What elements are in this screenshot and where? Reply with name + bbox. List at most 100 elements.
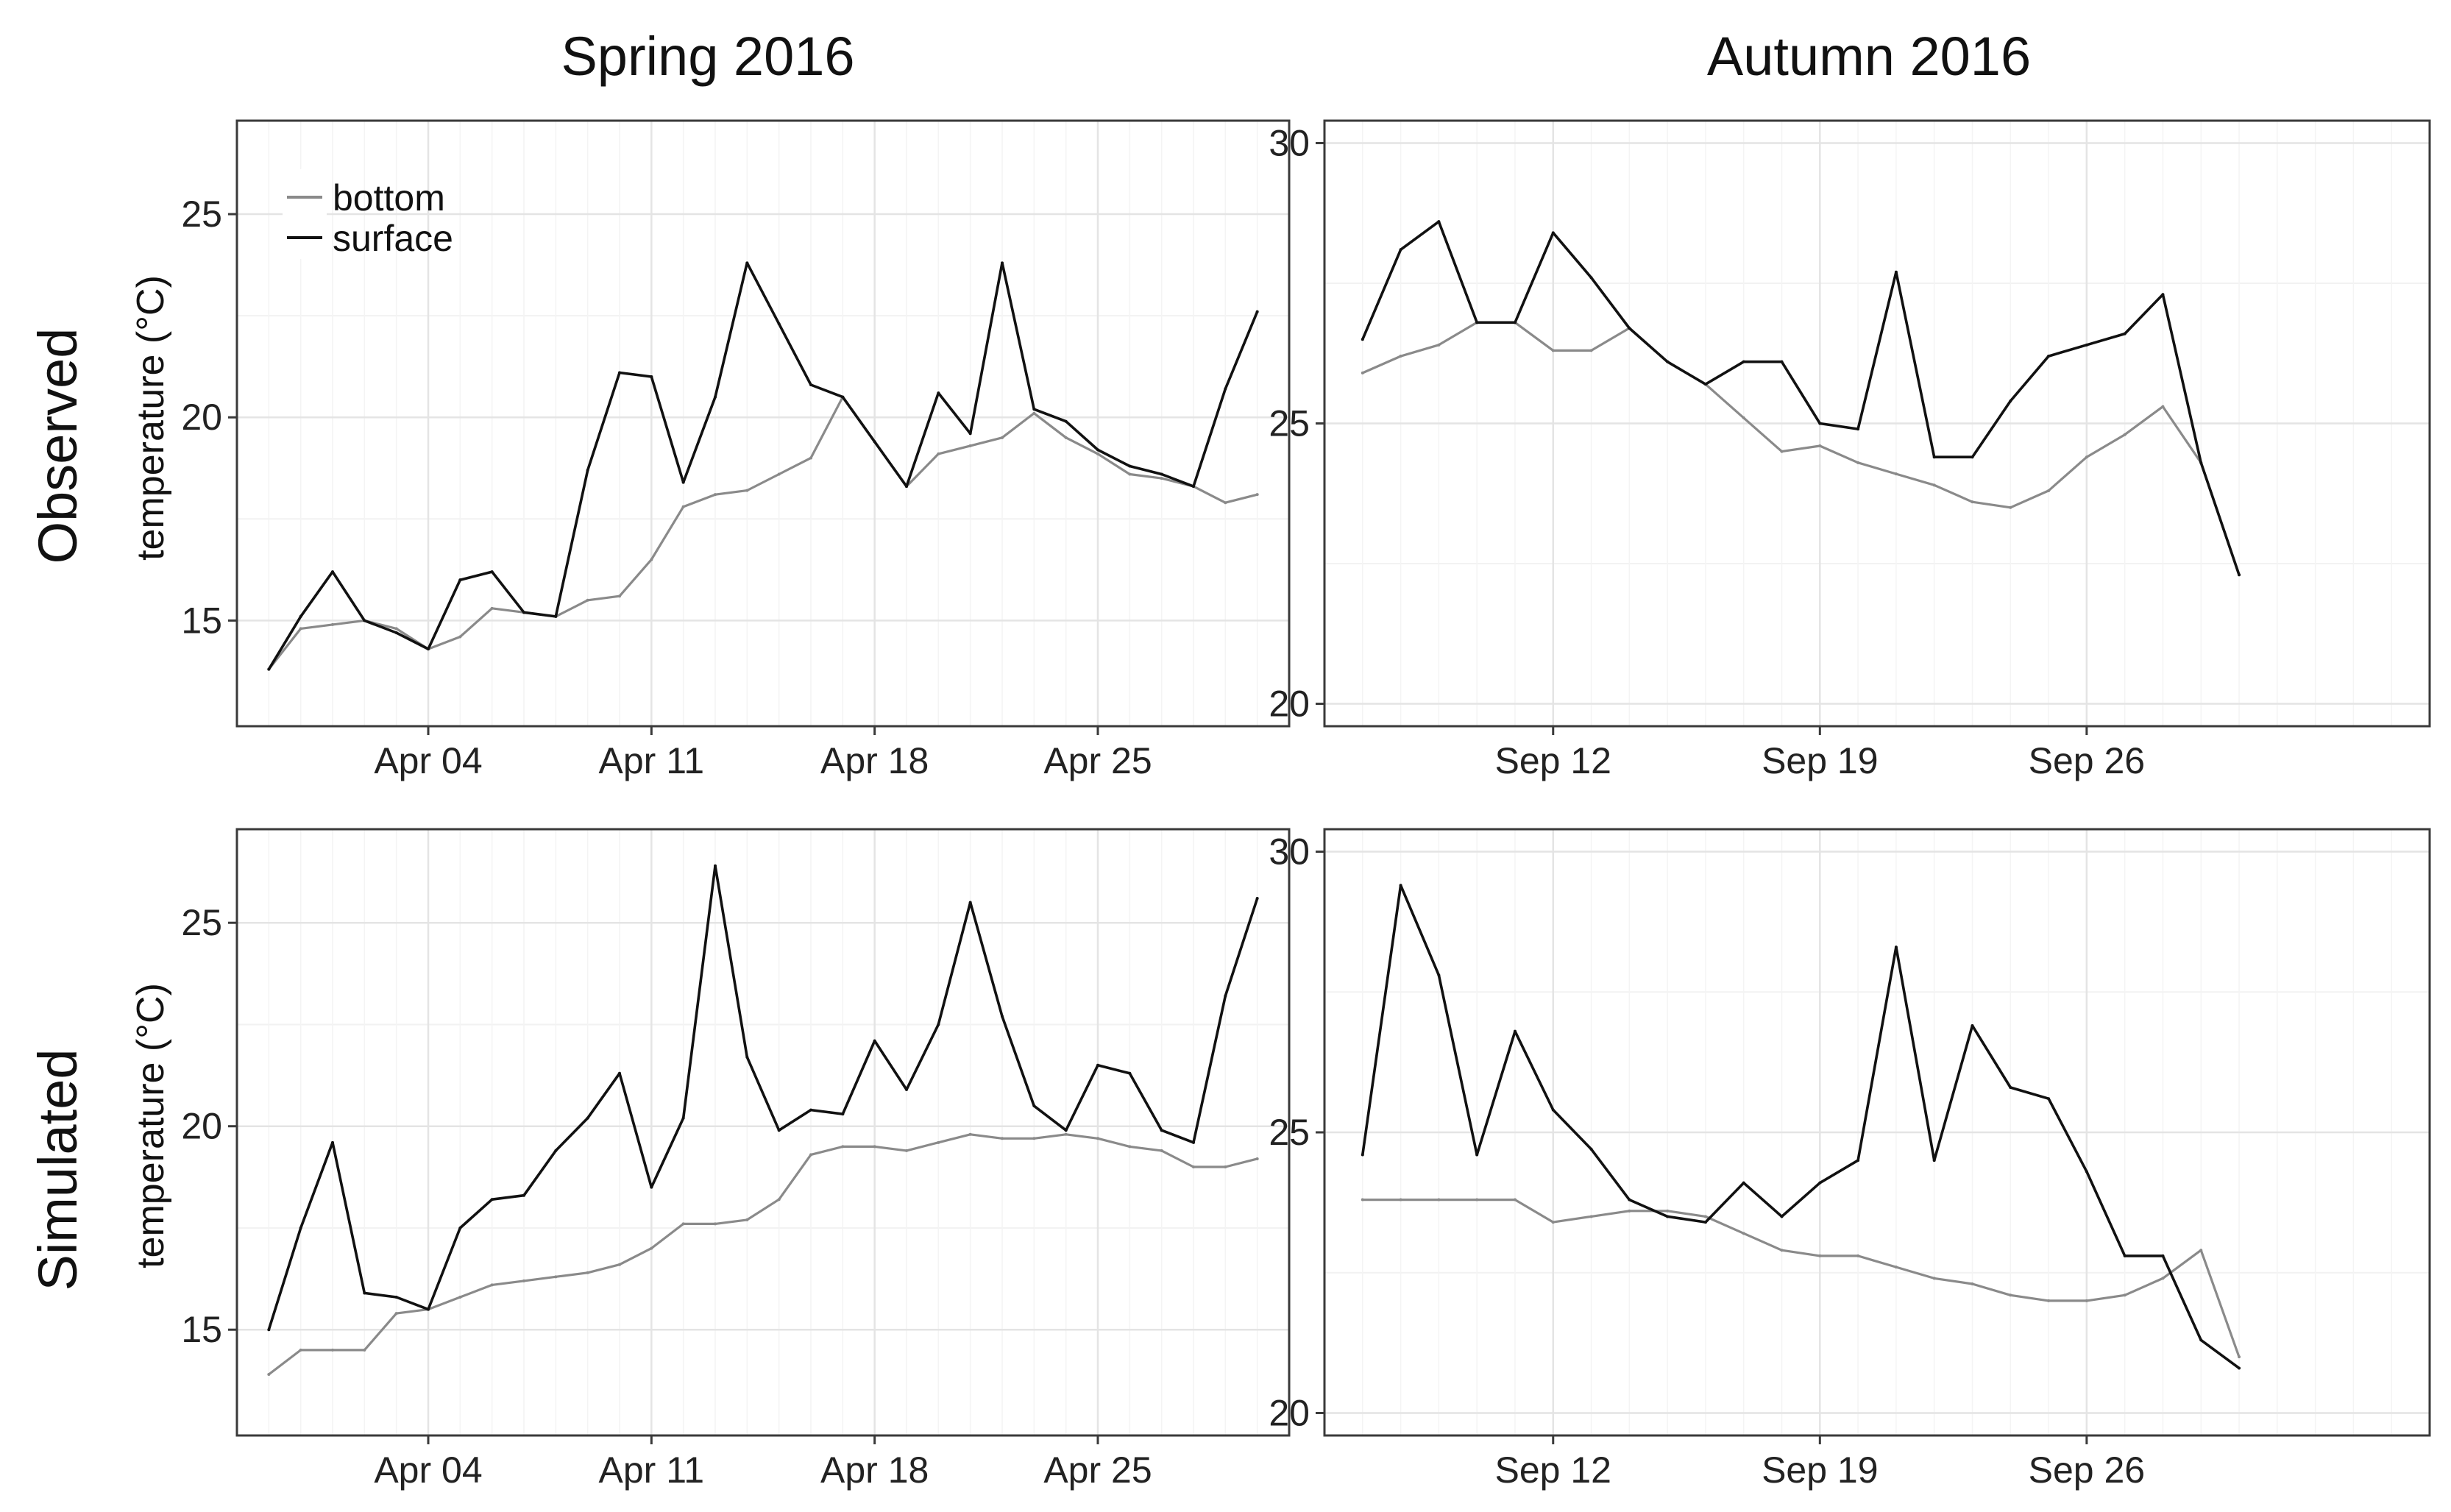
data-point-bottom [2161, 405, 2165, 408]
row-title-observed: Observed [27, 328, 88, 564]
data-point-surface [1361, 1153, 1364, 1157]
data-point-bottom [2047, 1299, 2051, 1302]
data-point-surface [1971, 455, 1974, 459]
legend-box [283, 169, 327, 259]
data-point-bottom [681, 1222, 685, 1226]
data-point-surface [1589, 1147, 1593, 1151]
data-point-surface [841, 395, 845, 399]
data-point-surface [873, 440, 876, 444]
data-point-surface [714, 395, 717, 399]
data-point-bottom [1589, 349, 1593, 352]
data-point-surface [1064, 419, 1068, 423]
data-point-surface [1399, 248, 1402, 252]
data-point-bottom [937, 1140, 940, 1144]
x-tick-label: Sep 19 [1762, 1449, 1878, 1491]
plot-area [237, 121, 1289, 726]
data-point-bottom [554, 1275, 558, 1279]
data-point-surface [458, 578, 462, 582]
data-point-surface [1513, 321, 1517, 324]
data-point-bottom [650, 1246, 653, 1250]
data-point-bottom [905, 1149, 908, 1152]
data-point-bottom [1255, 1157, 1259, 1160]
data-point-surface [937, 391, 940, 395]
data-point-bottom [1128, 472, 1132, 476]
column-title-spring: Spring 2016 [561, 26, 854, 87]
data-point-bottom [618, 594, 621, 598]
data-point-bottom [714, 493, 717, 497]
data-point-surface [1128, 1071, 1132, 1075]
data-point-bottom [873, 1145, 876, 1149]
data-point-surface [1513, 1029, 1517, 1033]
data-point-surface [1818, 1181, 1822, 1185]
data-point-surface [2199, 1338, 2203, 1342]
data-point-surface [968, 901, 972, 904]
data-point-surface [650, 375, 653, 378]
data-point-surface [363, 1291, 366, 1295]
data-point-bottom [1742, 416, 1745, 419]
x-tick-label: Apr 04 [374, 1449, 482, 1491]
data-point-bottom [363, 1348, 366, 1352]
column-title-autumn: Autumn 2016 [1707, 26, 2031, 87]
data-point-surface [650, 1185, 653, 1189]
y-tick-label: 25 [1269, 403, 1310, 444]
data-point-bottom [2085, 1299, 2088, 1302]
data-point-bottom [1001, 1137, 1004, 1140]
series-line-surface [1361, 220, 2241, 575]
data-point-surface [1255, 310, 1259, 313]
y-tick-label: 25 [1269, 1112, 1310, 1153]
data-point-surface [1437, 220, 1441, 224]
data-point-surface [1628, 326, 1631, 330]
data-point-bottom [1780, 1249, 1784, 1252]
data-point-surface [363, 619, 366, 622]
y-tick-label: 30 [1269, 831, 1310, 873]
panel-simulated-spring: 15 20 25 Apr 04 Apr 11 Apr 18 Apr 25 [181, 828, 1291, 1491]
data-point-bottom [1818, 444, 1822, 447]
data-point-surface [1894, 270, 1898, 274]
legend-label-bottom: bottom [333, 177, 445, 219]
data-point-surface [1703, 383, 1707, 386]
data-point-surface [1666, 360, 1670, 363]
data-point-surface [2199, 461, 2203, 464]
data-point-bottom [809, 1153, 812, 1157]
data-point-surface [745, 1055, 749, 1059]
data-point-bottom [745, 1218, 749, 1221]
data-point-bottom [714, 1222, 717, 1226]
data-point-bottom [1475, 1198, 1479, 1202]
data-point-surface [1096, 1063, 1099, 1067]
y-tick-label: 25 [181, 902, 222, 943]
data-point-surface [1001, 261, 1004, 265]
data-point-surface [267, 667, 271, 671]
data-point-bottom [2199, 1249, 2203, 1252]
data-point-bottom [777, 1198, 781, 1202]
data-point-surface [905, 1087, 908, 1091]
data-point-surface [1932, 1159, 1936, 1163]
data-point-bottom [1192, 1165, 1195, 1169]
series-line-bottom [268, 395, 1258, 670]
data-point-bottom [968, 1132, 972, 1136]
data-point-bottom [1096, 1137, 1099, 1140]
data-point-bottom [1001, 436, 1004, 439]
panel-observed-autumn: 20 25 30 Sep 12 Sep 19 Sep 26 [1269, 119, 2431, 781]
data-point-surface [1932, 455, 1936, 459]
data-point-surface [1703, 1221, 1707, 1224]
x-tick-label: Apr 04 [374, 740, 482, 781]
data-point-surface [1551, 1108, 1555, 1112]
data-point-surface [905, 485, 908, 489]
x-tick-label: Apr 18 [820, 740, 929, 781]
data-point-surface [2161, 293, 2165, 297]
data-point-surface [1666, 1215, 1670, 1218]
data-point-bottom [618, 1263, 621, 1266]
data-point-bottom [1856, 1254, 1860, 1257]
data-point-bottom [1128, 1145, 1132, 1149]
data-point-surface [841, 1112, 845, 1116]
data-point-surface [1856, 427, 1860, 431]
y-tick-label: 20 [1269, 1392, 1310, 1433]
data-point-surface [1856, 1159, 1860, 1163]
data-point-surface [331, 570, 334, 574]
data-point-bottom [586, 598, 589, 602]
x-tick-label: Apr 11 [599, 1449, 705, 1491]
plot-area [237, 829, 1289, 1435]
data-point-surface [2085, 343, 2088, 347]
legend-label-surface: surface [333, 218, 453, 259]
